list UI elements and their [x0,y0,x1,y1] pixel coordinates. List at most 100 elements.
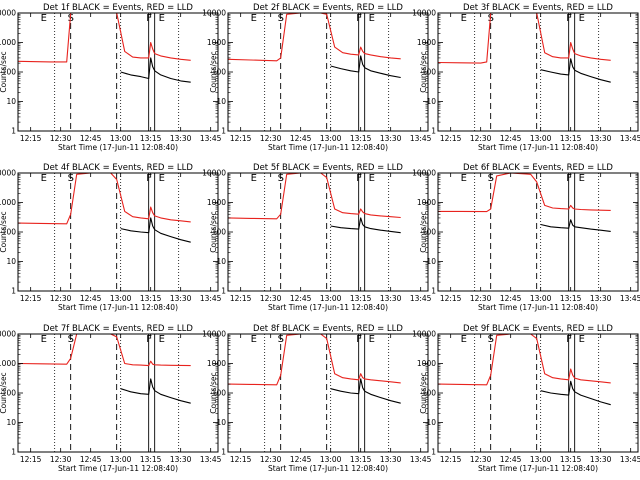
detector-panel: Det 7f BLACK = Events, RED = LLDESFE12:1… [0,324,222,473]
x-tick-label: 12:30 [260,455,282,464]
phase-marker-label: E [159,173,165,184]
x-tick-label: 12:30 [260,294,282,303]
panel-grid: Det 1f BLACK = Events, RED = LLDESFE12:1… [0,3,640,473]
panel-title: Det 4f BLACK = Events, RED = LLD [43,163,193,173]
x-tick-label: 12:30 [470,134,492,143]
x-tick-label: 13:00 [530,294,552,303]
y-tick-label: 100 [2,389,17,398]
phase-marker-label: E [41,173,47,184]
lld-series-line [437,333,611,386]
x-tick-label: 13:30 [380,294,402,303]
y-tick-label: 1000 [0,359,16,368]
x-tick-label: 13:15 [350,134,372,143]
y-tick-label: 1000 [417,198,436,207]
y-tick-label: 10 [216,418,226,427]
lld-series-line [438,172,611,213]
y-tick-label: 10 [6,257,16,266]
x-tick-label: 13:45 [620,294,640,303]
y-axis-label: Counts/sec [0,51,8,92]
phase-marker-label: E [251,13,257,24]
x-tick-label: 12:30 [50,455,72,464]
x-tick-label: 13:15 [140,294,162,303]
y-tick-label: 1 [11,127,16,136]
phase-marker-label: E [579,334,585,345]
phase-marker-label: F [356,13,362,24]
x-tick-label: 12:15 [20,294,42,303]
x-tick-label: 13:00 [110,455,132,464]
y-tick-label: 1 [11,448,16,457]
x-axis-label: Start Time (17-Jun-11 12:08:40) [58,464,178,473]
x-tick-label: 13:00 [530,455,552,464]
y-tick-label: 100 [212,389,227,398]
y-tick-label: 1000 [417,38,436,47]
y-axis-label: Counts/sec [209,51,218,92]
x-tick-label: 13:00 [320,455,342,464]
x-tick-label: 13:45 [410,294,432,303]
panel-title: Det 7f BLACK = Events, RED = LLD [43,324,193,334]
x-tick-label: 12:45 [80,134,102,143]
x-tick-label: 13:15 [350,455,372,464]
x-tick-label: 12:30 [260,134,282,143]
x-tick-label: 13:30 [170,134,192,143]
x-axis-label: Start Time (17-Jun-11 12:08:40) [478,143,598,152]
x-axis-label: Start Time (17-Jun-11 12:08:40) [58,303,178,312]
x-tick-label: 12:15 [230,294,252,303]
x-tick-label: 12:45 [500,134,522,143]
y-tick-label: 10000 [412,169,436,178]
x-tick-label: 12:15 [230,134,252,143]
y-tick-label: 100 [422,228,437,237]
y-tick-label: 1000 [0,198,16,207]
x-tick-label: 13:45 [410,455,432,464]
events-series-line [540,58,611,83]
panel-title: Det 3f BLACK = Events, RED = LLD [463,3,613,13]
y-tick-label: 100 [212,228,227,237]
phase-marker-label: E [461,13,467,24]
phase-marker-label: E [159,13,165,24]
y-tick-label: 10 [216,257,226,266]
panel-title: Det 8f BLACK = Events, RED = LLD [253,324,403,334]
phase-marker-label: E [41,13,47,24]
y-tick-label: 1 [431,127,436,136]
detector-panel: Det 2f BLACK = Events, RED = LLDESFE12:1… [202,3,432,152]
y-tick-label: 10000 [202,330,226,339]
panel-title: Det 2f BLACK = Events, RED = LLD [253,3,403,13]
phase-marker-label: E [159,334,165,345]
x-tick-label: 13:30 [170,455,192,464]
y-tick-label: 10 [426,418,436,427]
y-tick-label: 10000 [0,9,16,18]
y-tick-label: 1000 [207,38,226,47]
lld-series-line [437,12,611,64]
x-tick-label: 12:30 [50,134,72,143]
events-series-line [330,378,401,404]
x-tick-label: 13:15 [350,294,372,303]
lld-series-line [227,12,401,62]
x-axis-label: Start Time (17-Jun-11 12:08:40) [268,143,388,152]
y-tick-label: 100 [2,228,17,237]
x-tick-label: 13:45 [410,134,432,143]
phase-marker-label: E [251,334,257,345]
x-tick-label: 12:15 [230,455,252,464]
x-axis-label: Start Time (17-Jun-11 12:08:40) [268,303,388,312]
phase-marker-label: E [461,173,467,184]
y-axis-label: Counts/sec [419,372,428,413]
x-tick-label: 12:30 [470,455,492,464]
y-axis-label: Counts/sec [209,372,218,413]
y-tick-label: 10 [6,418,16,427]
x-tick-label: 13:30 [590,134,612,143]
detector-panel: Det 1f BLACK = Events, RED = LLDESFE12:1… [0,3,222,152]
x-tick-label: 13:15 [560,134,582,143]
y-tick-label: 100 [2,68,17,77]
events-series-line [540,380,611,406]
y-tick-label: 1 [221,127,226,136]
phase-marker-label: E [579,173,585,184]
x-tick-label: 12:45 [500,294,522,303]
x-axis-label: Start Time (17-Jun-11 12:08:40) [478,303,598,312]
x-tick-label: 12:30 [50,294,72,303]
x-tick-label: 13:30 [590,455,612,464]
x-tick-label: 12:30 [470,294,492,303]
y-tick-label: 100 [422,68,437,77]
phase-marker-label: E [369,334,375,345]
x-tick-label: 13:45 [200,455,222,464]
detector-panel: Det 5f BLACK = Events, RED = LLDESFE12:1… [202,163,432,312]
